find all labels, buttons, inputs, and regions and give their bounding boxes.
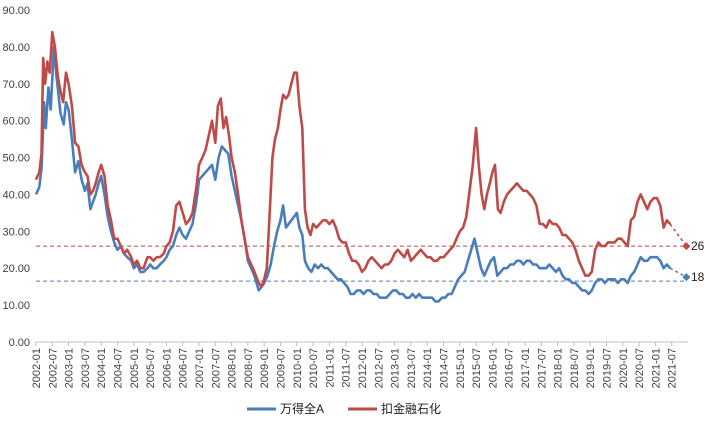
x-tick-label: 2008-01 [227, 348, 239, 388]
x-tick-label: 2018-01 [553, 348, 565, 388]
y-tick-label: 20.00 [2, 263, 30, 275]
x-axis: 2002-01 2002-07 2003-01 2003-07 2004-01 2004-… [31, 341, 688, 388]
x-tick-label: 2017-07 [536, 348, 548, 388]
x-tick-label: 2005-01 [129, 348, 141, 388]
x-tick-label: 2010-07 [308, 348, 320, 388]
series-projection-1 [669, 223, 687, 247]
x-tick-label: 2019-07 [602, 348, 614, 388]
x-tick-label: 2007-01 [194, 348, 206, 388]
x-tick-label: 2018-07 [569, 348, 581, 388]
x-tick-label: 2007-07 [210, 348, 222, 388]
x-tick-label: 2020-07 [634, 348, 646, 388]
reference-label-0: 18 [691, 270, 705, 284]
x-tick-label: 2013-07 [406, 348, 418, 388]
x-tick-label: 2016-01 [487, 348, 499, 388]
reference-label-1: 26 [691, 239, 705, 253]
series-line-0 [34, 45, 672, 303]
x-tick-label: 2002-01 [31, 348, 43, 388]
x-tick-label: 2017-01 [520, 348, 532, 388]
y-tick-label: 70.00 [2, 79, 30, 91]
x-tick-label: 2015-07 [471, 348, 483, 388]
x-tick-label: 2020-01 [618, 348, 630, 388]
x-tick-label: 2021-07 [667, 348, 679, 388]
x-tick-label: 2015-01 [455, 348, 467, 388]
x-tick-label: 2014-07 [439, 348, 451, 388]
legend: 万得全A 扣金融石化 [247, 401, 441, 416]
y-tick-label: 0.00 [9, 337, 30, 349]
x-tick-label: 2004-07 [113, 348, 125, 388]
x-tick-label: 2021-01 [650, 348, 662, 388]
x-tick-label: 2009-01 [259, 348, 271, 388]
series-lines [34, 30, 687, 303]
y-tick-label: 90.00 [2, 5, 30, 17]
x-tick-label: 2014-01 [422, 348, 434, 388]
x-tick-label: 2010-01 [292, 348, 304, 388]
y-tick-label: 60.00 [2, 116, 30, 128]
series-line-1 [34, 30, 672, 288]
legend-label-ex-finance-petrochem: 扣金融石化 [381, 401, 441, 416]
x-tick-label: 2013-01 [390, 348, 402, 388]
y-axis: 0.00 10.00 20.00 30.00 40.00 50.00 60.00 70.00 8… [2, 5, 30, 349]
x-tick-label: 2002-07 [47, 348, 59, 388]
x-tick-label: 2006-01 [161, 348, 173, 388]
x-tick-label: 2009-07 [276, 348, 288, 388]
y-tick-label: 40.00 [2, 189, 30, 201]
x-tick-label: 2005-07 [145, 348, 157, 388]
x-tick-label: 2003-01 [64, 348, 76, 388]
y-tick-label: 50.00 [2, 153, 30, 165]
y-tick-label: 10.00 [2, 300, 30, 312]
x-tick-label: 2012-01 [357, 348, 369, 388]
x-tick-label: 2019-01 [585, 348, 597, 388]
x-tick-label: 2004-01 [96, 348, 108, 388]
x-tick-label: 2016-07 [504, 348, 516, 388]
y-tick-label: 30.00 [2, 226, 30, 238]
legend-label-wande-all-a: 万得全A [280, 401, 324, 416]
x-tick-label: 2011-07 [341, 348, 353, 388]
x-tick-label: 2008-07 [243, 348, 255, 388]
x-tick-label: 2011-01 [324, 348, 336, 388]
x-tick-label: 2012-07 [373, 348, 385, 388]
x-tick-label: 2003-07 [80, 348, 92, 388]
y-tick-label: 80.00 [2, 42, 30, 54]
x-tick-label: 2006-07 [178, 348, 190, 388]
